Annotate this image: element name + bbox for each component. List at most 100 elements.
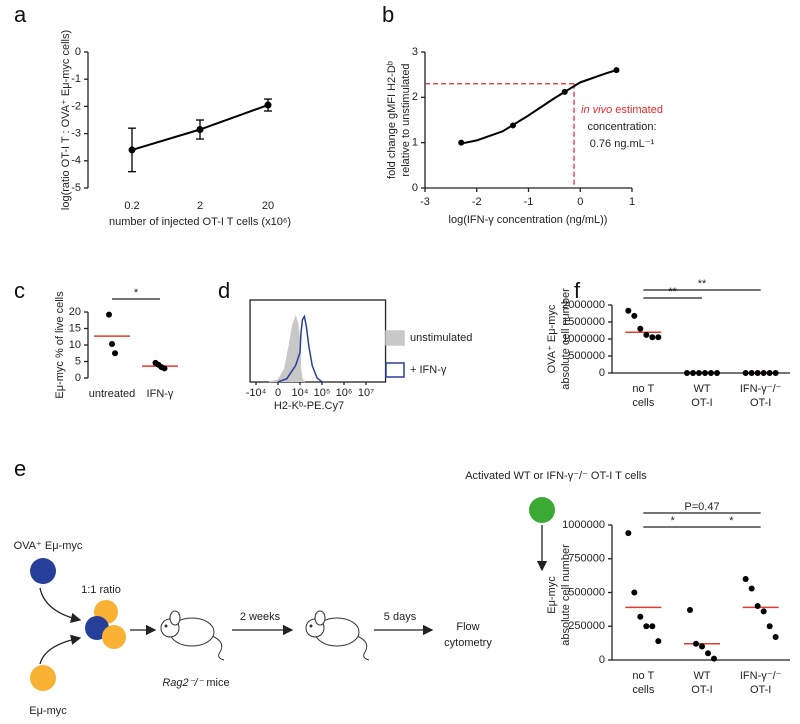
label: Rag2⁻/⁻ (162, 677, 204, 689)
x-tick-label: OT-I (750, 397, 771, 409)
x-tick-label: 1 (629, 196, 635, 208)
label: cytometry (444, 637, 492, 649)
y-axis-label: fold change gMFI H2-Dᵇ (386, 61, 398, 179)
point (772, 370, 779, 376)
annotation: 0.76 ng.mL⁻¹ (590, 138, 655, 150)
y-axis-label: relative to unstimulated (400, 63, 412, 176)
y-axis-label: absolute cell number (560, 544, 572, 646)
panel-label: c (14, 278, 25, 303)
point (109, 341, 115, 348)
y-tick-label: 3 (412, 46, 418, 58)
x-tick-label: 10⁶ (336, 387, 353, 399)
label: Flow (456, 621, 479, 633)
y-tick-label: 15 (69, 322, 81, 334)
point (711, 655, 717, 662)
arrow (39, 587, 82, 624)
panel-label: b (382, 2, 394, 27)
t-cell (529, 497, 555, 523)
point (561, 88, 568, 95)
plot-frame (249, 299, 387, 383)
label: Eμ-myc (29, 705, 67, 717)
x-tick-label: no T (632, 670, 654, 682)
x-tick-label: IFN-γ⁻/⁻ (740, 383, 782, 395)
point (655, 334, 662, 341)
x-tick-label: -10⁴ (246, 387, 267, 399)
label: Activated WT or IFN-γ⁻/⁻ OT-I T cells (465, 470, 647, 482)
x-tick-label: WT (693, 670, 710, 682)
x-tick-label: no T (632, 383, 654, 395)
significance-label: ** (668, 286, 677, 298)
tumor-cell (30, 558, 56, 584)
point (637, 613, 644, 620)
point (708, 370, 714, 376)
label: 2 weeks (240, 611, 281, 623)
point (766, 623, 773, 630)
point (760, 608, 767, 615)
point (687, 607, 693, 614)
x-tick-label: OT-I (750, 684, 771, 696)
point (742, 370, 749, 376)
y-tick-label: 20 (69, 306, 81, 318)
point (649, 623, 656, 630)
panel-label: d (218, 278, 230, 303)
y-tick-label: 1500000 (562, 316, 605, 328)
x-tick-label: 20 (262, 200, 274, 212)
x-axis-label: log(IFN-γ concentration (ng/mL)) (449, 214, 608, 226)
y-tick-label: -3 (71, 128, 81, 140)
point (772, 634, 779, 641)
y-tick-label: 1000000 (562, 333, 605, 345)
point (106, 311, 112, 318)
significance-label: ** (698, 278, 707, 290)
point (643, 331, 650, 338)
point (748, 585, 755, 592)
x-tick-label: 0.2 (124, 200, 139, 212)
tumor-cell (30, 665, 56, 691)
legend-swatch (385, 330, 405, 346)
point (196, 126, 204, 134)
point (613, 67, 620, 74)
point (690, 370, 696, 376)
point (649, 334, 656, 341)
label: OVA⁺ Eμ-myc (14, 540, 83, 552)
point (128, 146, 136, 154)
y-tick-label: 1 (412, 137, 418, 149)
annotation: in vivo (581, 104, 612, 116)
annotation: estimated (615, 104, 663, 116)
point (637, 325, 644, 332)
point (655, 638, 662, 645)
legend-label: unstimulated (410, 332, 472, 344)
point (702, 370, 708, 376)
y-tick-label: -4 (71, 155, 81, 167)
point (458, 139, 465, 146)
label: mice (206, 677, 229, 689)
point (684, 370, 690, 376)
y-tick-label: 0 (412, 182, 418, 194)
y-tick-label: 2 (412, 91, 418, 103)
y-tick-label: 0 (75, 372, 81, 384)
label: 5 days (384, 611, 417, 623)
significance-label: * (671, 515, 676, 527)
point (264, 101, 272, 109)
point (714, 370, 720, 376)
y-tick-label: 5 (75, 355, 81, 367)
x-tick-label: WT (693, 383, 710, 395)
x-tick-label: -2 (472, 196, 482, 208)
point (625, 530, 632, 537)
y-tick-label: 1000000 (562, 519, 605, 531)
x-tick-label: 10⁷ (358, 387, 374, 399)
x-tick-label: 0 (275, 387, 281, 399)
x-tick-label: cells (632, 397, 655, 409)
x-tick-label: IFN-γ⁻/⁻ (740, 670, 782, 682)
x-tick-label: 10⁵ (314, 387, 331, 399)
point (693, 640, 699, 647)
legend-swatch (385, 362, 405, 378)
tumor-cell (102, 625, 126, 649)
x-tick-label: IFN-γ (147, 388, 174, 400)
point (699, 643, 705, 650)
point (705, 650, 711, 657)
y-tick-label: 0 (599, 654, 605, 666)
y-axis-label: log(ratio OT-I T : OVA⁺ Eμ-myc cells) (60, 30, 72, 210)
fit-curve (461, 69, 617, 145)
y-axis-label: Eμ-myc (546, 576, 558, 614)
point (631, 312, 638, 319)
